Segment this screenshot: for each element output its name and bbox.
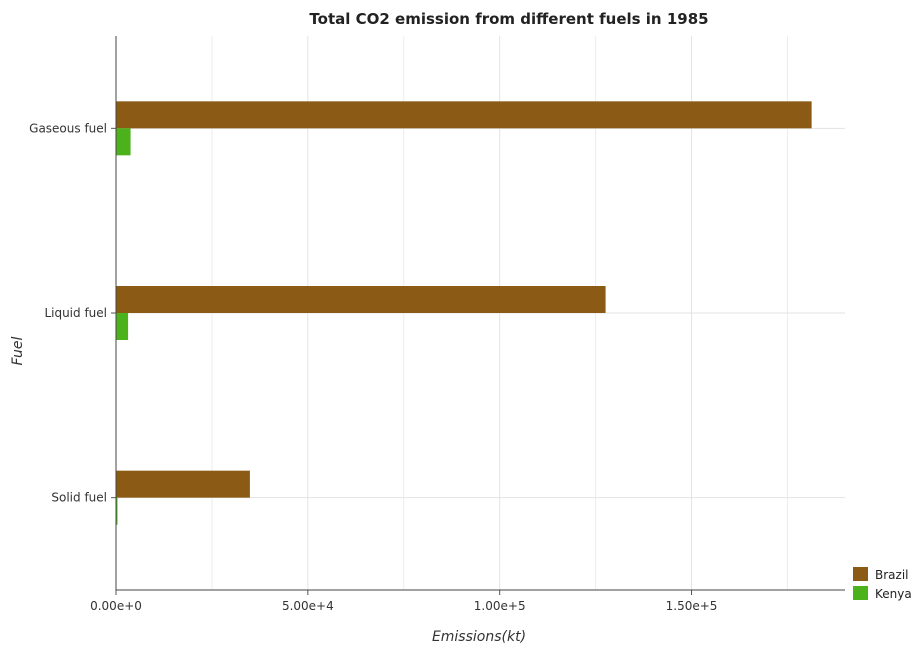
legend: Brazil Kenya: [853, 567, 912, 601]
y-axis-label: Fuel: [10, 336, 26, 365]
legend-label-kenya: Kenya: [875, 587, 912, 601]
bar-brazil-liquid-fuel: [116, 286, 606, 313]
y-tick-label: Solid fuel: [51, 491, 107, 505]
y-tick-label: Liquid fuel: [44, 306, 107, 320]
x-tick-label: 5.00e+4: [282, 599, 334, 613]
legend-swatch-kenya: [853, 586, 868, 600]
bar-kenya-liquid-fuel: [116, 313, 129, 340]
x-tick-label: 1.50e+5: [666, 599, 718, 613]
plot-area: 0.00e+0 5.00e+4 1.00e+5 1.50e+5 Gaseous fuel…: [29, 36, 845, 613]
chart-title: Total CO2 emission from different fuels …: [309, 10, 708, 28]
bar-brazil-solid-fuel: [116, 470, 250, 498]
x-axis-label: Emissions(kt): [432, 629, 526, 645]
legend-swatch-brazil: [853, 567, 868, 581]
bar-brazil-gaseous-fuel: [116, 101, 812, 129]
bar-kenya-solid-fuel: [116, 497, 118, 525]
legend-label-brazil: Brazil: [875, 568, 909, 582]
x-tick-label: 0.00e+0: [90, 599, 142, 613]
x-tick-label: 1.00e+5: [474, 599, 526, 613]
y-tick-label: Gaseous fuel: [29, 121, 107, 135]
bar-kenya-gaseous-fuel: [116, 128, 131, 156]
